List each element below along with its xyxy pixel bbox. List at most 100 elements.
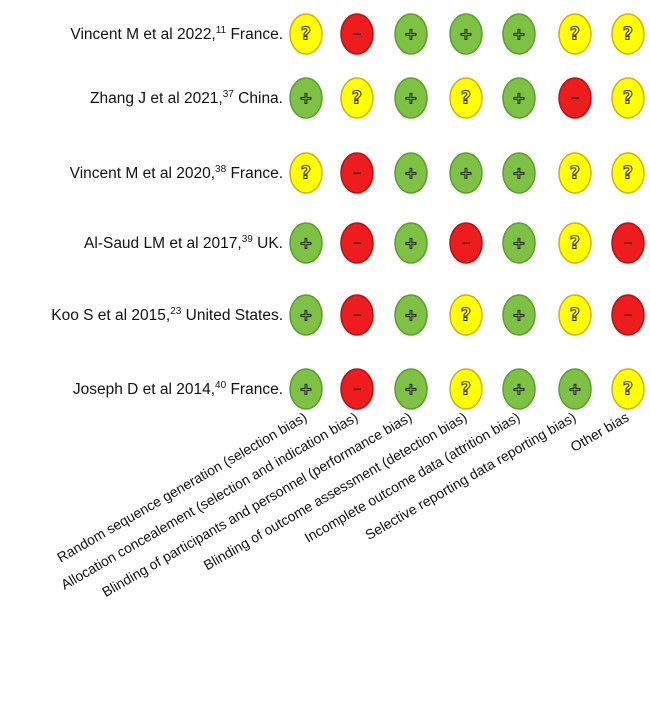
study-author: Zhang J et al 2021,	[90, 90, 223, 107]
judgement-unclear-cell: ?	[558, 13, 592, 55]
judgement-symbol: +	[512, 234, 525, 253]
judgement-symbol: +	[299, 89, 312, 108]
judgement-symbol: ?	[301, 163, 311, 184]
judgement-unclear-cell: ?	[449, 77, 483, 119]
study-label: Al-Saud LM et al 2017,39 UK.	[84, 234, 283, 252]
study-reference: 38	[215, 164, 227, 175]
judgement-unclear-icon	[611, 368, 645, 410]
judgement-symbol: −	[461, 236, 471, 250]
judgement-symbol: +	[459, 25, 472, 44]
study-author: Al-Saud LM et al 2017,	[84, 235, 242, 252]
judgement-unclear-icon	[558, 294, 592, 336]
judgement-low-icon	[394, 368, 428, 410]
judgement-high-icon	[449, 222, 483, 264]
judgement-symbol: −	[352, 382, 362, 396]
judgement-unclear-icon	[611, 152, 645, 194]
judgement-symbol: ?	[461, 88, 471, 109]
judgement-symbol: −	[623, 308, 633, 322]
judgement-unclear-icon	[558, 222, 592, 264]
judgement-symbol: −	[352, 236, 362, 250]
judgement-symbol: −	[352, 166, 362, 180]
judgement-low-cell: +	[394, 368, 428, 410]
judgement-symbol: ?	[623, 24, 633, 45]
judgement-unclear-icon	[611, 77, 645, 119]
judgement-symbol: ?	[570, 305, 580, 326]
judgement-symbol: ?	[570, 233, 580, 254]
judgement-low-cell: +	[394, 152, 428, 194]
judgement-low-cell: +	[502, 368, 536, 410]
judgement-low-icon	[558, 368, 592, 410]
judgement-low-icon	[502, 294, 536, 336]
study-label: Joseph D et al 2014,40 France.	[73, 380, 283, 398]
judgement-low-cell: +	[394, 222, 428, 264]
judgement-unclear-icon	[449, 77, 483, 119]
judgement-low-cell: +	[289, 368, 323, 410]
judgement-low-cell: +	[502, 77, 536, 119]
judgement-symbol: ?	[570, 24, 580, 45]
study-country: France.	[226, 381, 283, 398]
judgement-symbol: +	[568, 380, 581, 399]
judgement-unclear-icon	[449, 368, 483, 410]
study-country: United States.	[181, 307, 283, 324]
judgement-low-icon	[394, 222, 428, 264]
judgement-symbol: ?	[623, 379, 633, 400]
judgement-low-icon	[394, 77, 428, 119]
judgement-symbol: ?	[623, 163, 633, 184]
study-label: Koo S et al 2015,23 United States.	[51, 306, 283, 324]
judgement-high-icon	[340, 13, 374, 55]
judgement-low-icon	[502, 77, 536, 119]
judgement-symbol: −	[623, 236, 633, 250]
judgement-low-icon	[289, 222, 323, 264]
judgement-high-cell: −	[611, 222, 645, 264]
study-country: China.	[234, 90, 283, 107]
judgement-low-cell: +	[449, 13, 483, 55]
judgement-unclear-cell: ?	[611, 368, 645, 410]
judgement-unclear-cell: ?	[449, 368, 483, 410]
study-author: Joseph D et al 2014,	[73, 381, 215, 398]
judgement-low-icon	[289, 368, 323, 410]
judgement-high-icon	[611, 294, 645, 336]
judgement-low-cell: +	[449, 152, 483, 194]
judgement-symbol: ?	[623, 88, 633, 109]
judgement-symbol: +	[299, 306, 312, 325]
judgement-high-icon	[340, 152, 374, 194]
study-reference: 39	[242, 234, 254, 245]
judgement-symbol: +	[512, 25, 525, 44]
judgement-low-cell: +	[502, 222, 536, 264]
judgement-low-icon	[289, 294, 323, 336]
judgement-low-icon	[394, 294, 428, 336]
judgement-symbol: ?	[301, 24, 311, 45]
judgement-high-cell: −	[340, 13, 374, 55]
judgement-unclear-cell: ?	[340, 77, 374, 119]
study-country: UK.	[253, 235, 283, 252]
judgement-unclear-cell: ?	[558, 222, 592, 264]
judgement-low-cell: +	[394, 294, 428, 336]
judgement-high-icon	[558, 77, 592, 119]
judgement-symbol: +	[512, 380, 525, 399]
judgement-symbol: −	[352, 308, 362, 322]
judgement-symbol: ?	[461, 379, 471, 400]
judgement-high-cell: −	[558, 77, 592, 119]
study-author: Vincent M et al 2020,	[70, 165, 215, 182]
study-author: Koo S et al 2015,	[51, 307, 170, 324]
judgement-low-cell: +	[289, 77, 323, 119]
domain-label: Other bias	[568, 409, 632, 455]
study-reference: 37	[223, 89, 235, 100]
judgement-high-icon	[340, 222, 374, 264]
judgement-symbol: −	[352, 27, 362, 41]
judgement-symbol: +	[404, 164, 417, 183]
judgement-low-cell: +	[289, 294, 323, 336]
judgement-unclear-cell: ?	[289, 13, 323, 55]
judgement-unclear-icon	[449, 294, 483, 336]
judgement-low-icon	[289, 77, 323, 119]
judgement-high-cell: −	[611, 294, 645, 336]
judgement-symbol: +	[404, 89, 417, 108]
judgement-unclear-cell: ?	[289, 152, 323, 194]
judgement-unclear-icon	[340, 77, 374, 119]
judgement-low-cell: +	[394, 77, 428, 119]
judgement-unclear-icon	[289, 152, 323, 194]
judgement-high-icon	[611, 222, 645, 264]
judgement-low-cell: +	[502, 294, 536, 336]
judgement-high-cell: −	[340, 152, 374, 194]
